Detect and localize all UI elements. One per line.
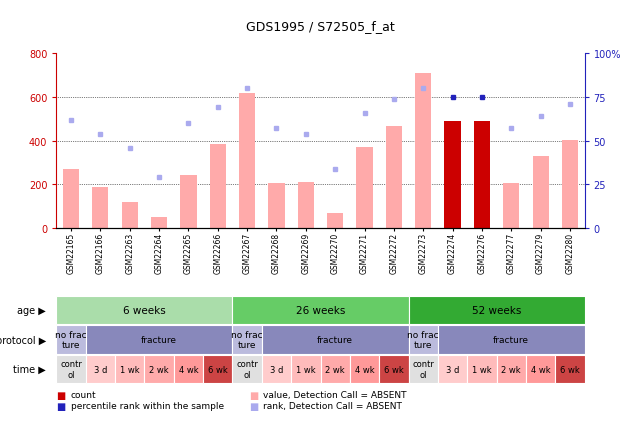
Bar	[408, 296, 585, 325]
Text: fracture: fracture	[141, 335, 177, 344]
Text: 1 wk: 1 wk	[472, 365, 492, 374]
Bar	[438, 355, 467, 384]
Bar	[438, 326, 585, 354]
Bar	[320, 355, 350, 384]
Bar	[467, 355, 497, 384]
Bar	[555, 355, 585, 384]
Bar	[474, 122, 490, 228]
Bar	[86, 326, 233, 354]
Text: no frac
ture: no frac ture	[408, 330, 439, 349]
Bar	[350, 355, 379, 384]
Text: fracture: fracture	[317, 335, 353, 344]
Text: ■: ■	[56, 401, 65, 411]
Text: age ▶: age ▶	[17, 306, 46, 315]
Bar	[298, 183, 314, 228]
Bar	[144, 355, 174, 384]
Text: ■: ■	[249, 401, 258, 411]
Text: 3 d: 3 d	[446, 365, 459, 374]
Text: 4 wk: 4 wk	[531, 365, 551, 374]
Bar	[262, 355, 291, 384]
Text: 4 wk: 4 wk	[354, 365, 374, 374]
Text: contr
ol: contr ol	[236, 360, 258, 379]
Bar	[291, 355, 320, 384]
Bar	[210, 145, 226, 228]
Bar	[408, 326, 438, 354]
Bar	[415, 74, 431, 228]
Text: percentile rank within the sample: percentile rank within the sample	[71, 401, 224, 410]
Bar	[269, 184, 285, 228]
Bar	[233, 355, 262, 384]
Text: fracture: fracture	[493, 335, 529, 344]
Bar	[562, 140, 578, 228]
Bar	[327, 213, 343, 228]
Bar	[63, 170, 79, 228]
Text: no frac
ture: no frac ture	[231, 330, 263, 349]
Text: value, Detection Call = ABSENT: value, Detection Call = ABSENT	[263, 391, 406, 399]
Bar	[503, 184, 519, 228]
Text: 6 wk: 6 wk	[560, 365, 580, 374]
Bar	[86, 355, 115, 384]
Text: ■: ■	[56, 390, 65, 400]
Text: 26 weeks: 26 weeks	[296, 306, 345, 315]
Text: 4 wk: 4 wk	[179, 365, 198, 374]
Bar	[497, 355, 526, 384]
Text: 2 wk: 2 wk	[501, 365, 521, 374]
Text: time ▶: time ▶	[13, 365, 46, 374]
Bar	[533, 157, 549, 228]
Bar	[151, 217, 167, 228]
Text: contr
ol: contr ol	[412, 360, 434, 379]
Text: 2 wk: 2 wk	[149, 365, 169, 374]
Bar	[122, 202, 138, 228]
Text: 2 wk: 2 wk	[326, 365, 345, 374]
Text: 3 d: 3 d	[94, 365, 107, 374]
Bar	[180, 176, 197, 228]
Bar	[262, 326, 408, 354]
Bar	[356, 148, 372, 228]
Text: 6 weeks: 6 weeks	[123, 306, 166, 315]
Bar	[174, 355, 203, 384]
Text: 6 wk: 6 wk	[208, 365, 228, 374]
Text: protocol ▶: protocol ▶	[0, 335, 46, 345]
Text: ■: ■	[249, 390, 258, 400]
Bar	[233, 296, 408, 325]
Bar	[526, 355, 555, 384]
Bar	[56, 326, 86, 354]
Text: 52 weeks: 52 weeks	[472, 306, 521, 315]
Text: 6 wk: 6 wk	[384, 365, 404, 374]
Text: count: count	[71, 391, 96, 399]
Text: contr
ol: contr ol	[60, 360, 82, 379]
Bar	[56, 296, 233, 325]
Text: GDS1995 / S72505_f_at: GDS1995 / S72505_f_at	[246, 20, 395, 33]
Bar	[239, 93, 255, 228]
Bar	[408, 355, 438, 384]
Bar	[379, 355, 408, 384]
Bar	[115, 355, 144, 384]
Text: rank, Detection Call = ABSENT: rank, Detection Call = ABSENT	[263, 401, 402, 410]
Bar	[233, 326, 262, 354]
Text: 3 d: 3 d	[270, 365, 283, 374]
Bar	[386, 127, 402, 228]
Text: 1 wk: 1 wk	[120, 365, 140, 374]
Text: no frac
ture: no frac ture	[55, 330, 87, 349]
Bar	[203, 355, 233, 384]
Text: 1 wk: 1 wk	[296, 365, 315, 374]
Bar	[444, 122, 461, 228]
Bar	[56, 355, 86, 384]
Bar	[92, 188, 108, 228]
